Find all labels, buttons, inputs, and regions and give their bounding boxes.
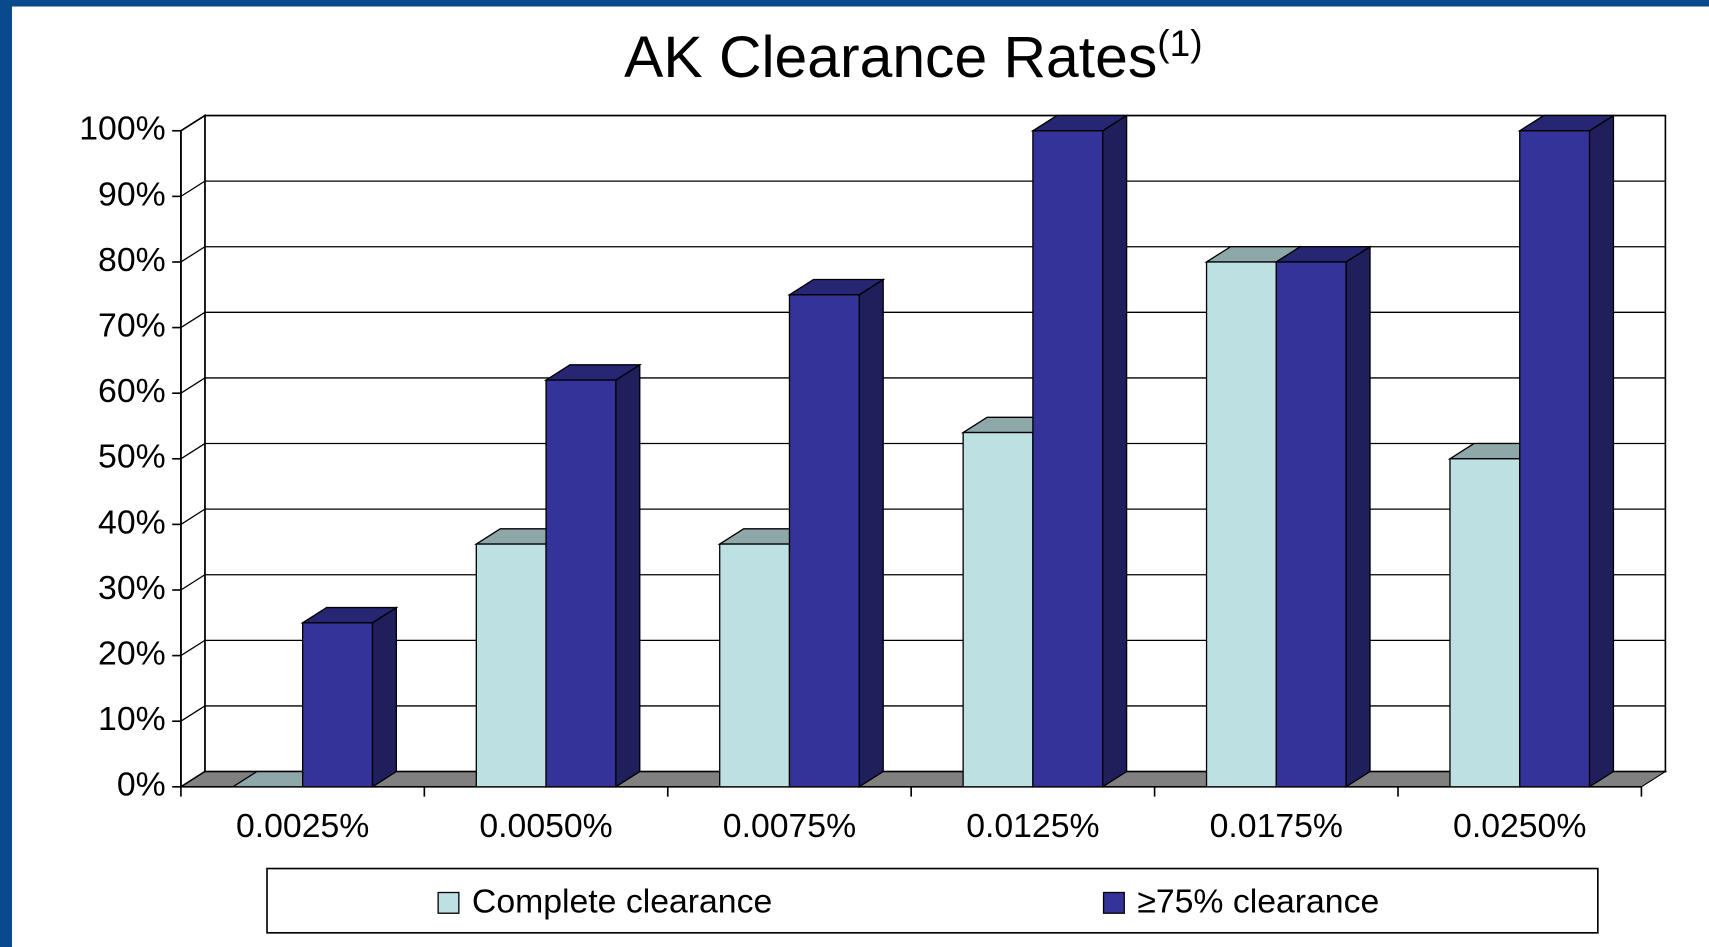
bar-3d	[300, 606, 399, 788]
y-tick-label: 20%	[98, 635, 166, 673]
grid-line	[180, 770, 1666, 788]
x-tick-label: 0.0175%	[1210, 807, 1343, 845]
grid-line	[180, 442, 1666, 460]
bar-side	[371, 606, 398, 788]
plot-area: 0% 10% 20% 30% 40% 50% 60% 70% 80% 90% 100% 0.0025%…	[79, 110, 1668, 934]
bar	[475, 543, 547, 788]
legend-swatch	[1102, 891, 1125, 914]
grid-line	[180, 180, 1666, 197]
legend: Complete clearance ≥75% clearance	[266, 867, 1599, 934]
y-tick-label: 90%	[98, 175, 166, 213]
chart-title: AK Clearance Rates(1)	[624, 22, 1202, 90]
grid-line	[180, 246, 1666, 263]
bar-3d	[543, 363, 643, 788]
x-tick-label: 0.0125%	[966, 807, 1099, 845]
y-tick-label: 30%	[98, 569, 166, 607]
legend-swatch	[437, 891, 460, 914]
grid-line	[180, 639, 1666, 657]
y-tick-label: 0%	[117, 766, 166, 804]
bar-3d	[1517, 114, 1616, 788]
bar-side	[1101, 114, 1128, 788]
bar	[1519, 130, 1591, 788]
legend-label: ≥75% clearance	[1137, 882, 1379, 920]
bar	[788, 294, 860, 788]
x-tick-label: 0.0075%	[723, 807, 856, 845]
legend-label: Complete clearance	[472, 882, 772, 920]
y-tick-label: 60%	[98, 372, 166, 410]
y-tick-label: 50%	[98, 438, 166, 476]
x-tick-label: 0.0025%	[236, 807, 369, 845]
y-tick-label: 70%	[98, 307, 166, 345]
bar-3d	[1274, 245, 1373, 788]
bar-3d	[787, 278, 886, 788]
grid-line	[180, 114, 1666, 132]
y-tick-label: 100%	[79, 110, 165, 148]
legend-box	[266, 867, 1599, 934]
bar	[301, 622, 374, 788]
bar-side	[1588, 114, 1615, 788]
x-tick-label: 0.0050%	[479, 807, 612, 845]
bar-3d	[1030, 114, 1129, 788]
title-superscript: (1)	[1157, 22, 1202, 64]
x-tick-label: 0.0250%	[1453, 807, 1586, 845]
grid-line	[180, 574, 1666, 591]
bar	[545, 379, 617, 788]
bar	[962, 431, 1034, 788]
bar	[1449, 458, 1521, 788]
grid-line	[180, 377, 1666, 394]
bar-side	[858, 278, 884, 788]
bar	[719, 543, 791, 788]
grid-line	[180, 705, 1666, 722]
bar-side	[615, 363, 641, 788]
floor	[179, 771, 1668, 788]
bar-side	[1345, 245, 1371, 788]
bar	[1275, 261, 1347, 788]
title-text: AK Clearance Rates	[624, 25, 1157, 90]
y-tick-label: 40%	[98, 503, 166, 541]
y-tick-label: 80%	[98, 241, 166, 279]
bar	[1205, 261, 1277, 788]
grid-line	[180, 508, 1666, 525]
y-tick-label: 10%	[98, 700, 166, 738]
bar	[1032, 130, 1104, 788]
grid-line	[180, 311, 1666, 329]
